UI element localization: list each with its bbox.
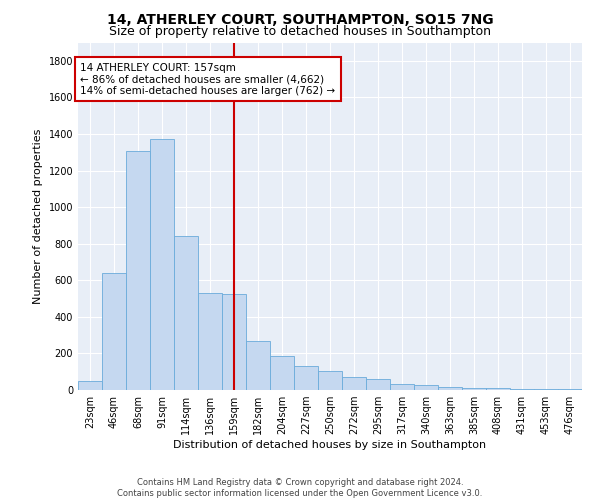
Bar bbox=[246, 340, 270, 390]
Bar bbox=[150, 138, 174, 390]
Bar bbox=[342, 377, 366, 390]
Bar bbox=[102, 273, 126, 390]
Bar bbox=[510, 388, 534, 390]
Y-axis label: Number of detached properties: Number of detached properties bbox=[33, 128, 43, 304]
Text: Contains HM Land Registry data © Crown copyright and database right 2024.
Contai: Contains HM Land Registry data © Crown c… bbox=[118, 478, 482, 498]
Bar bbox=[414, 384, 438, 390]
Bar bbox=[222, 294, 246, 390]
Bar bbox=[366, 379, 390, 390]
Bar bbox=[558, 388, 582, 390]
Bar bbox=[462, 388, 486, 390]
Bar bbox=[198, 293, 222, 390]
Bar bbox=[174, 236, 198, 390]
Bar bbox=[270, 356, 294, 390]
Bar bbox=[294, 366, 318, 390]
Bar bbox=[390, 384, 414, 390]
Bar bbox=[78, 381, 102, 390]
Bar bbox=[534, 388, 558, 390]
Bar bbox=[486, 388, 510, 390]
Bar bbox=[126, 152, 150, 390]
Text: Size of property relative to detached houses in Southampton: Size of property relative to detached ho… bbox=[109, 25, 491, 38]
Text: 14 ATHERLEY COURT: 157sqm
← 86% of detached houses are smaller (4,662)
14% of se: 14 ATHERLEY COURT: 157sqm ← 86% of detac… bbox=[80, 62, 335, 96]
Bar bbox=[438, 386, 462, 390]
Bar bbox=[318, 371, 342, 390]
X-axis label: Distribution of detached houses by size in Southampton: Distribution of detached houses by size … bbox=[173, 440, 487, 450]
Text: 14, ATHERLEY COURT, SOUTHAMPTON, SO15 7NG: 14, ATHERLEY COURT, SOUTHAMPTON, SO15 7N… bbox=[107, 12, 493, 26]
